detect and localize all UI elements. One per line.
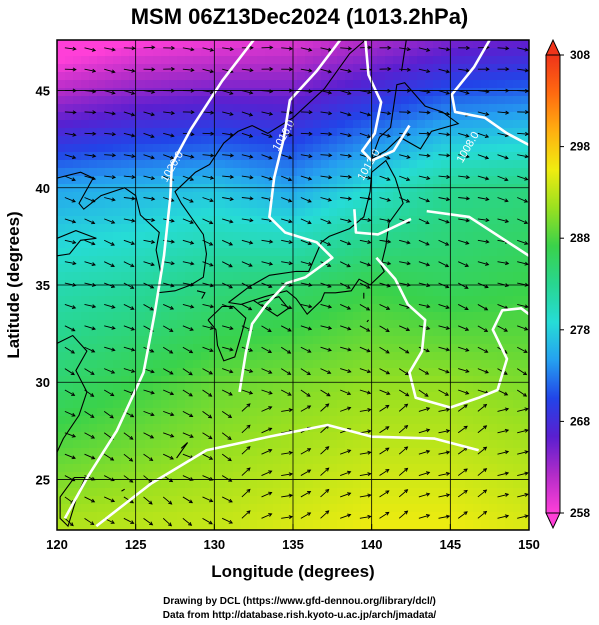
x-axis-label: Longitude (degrees) xyxy=(211,562,374,581)
colorbar-tick-label: 268 xyxy=(570,414,590,428)
wind-streamlines xyxy=(64,45,529,527)
x-tick-label: 140 xyxy=(361,537,383,552)
lat-lon-grid xyxy=(57,40,529,530)
y-tick-label: 40 xyxy=(36,181,50,196)
x-tick-label: 130 xyxy=(203,537,225,552)
colorbar-tick-label: 288 xyxy=(570,231,590,245)
axes: 120 125 130 135 140 145 150 25 30 35 40 45 Longitude… xyxy=(4,84,540,581)
y-tick-label: 30 xyxy=(36,375,50,390)
colorbar-tick-label: 298 xyxy=(570,140,590,154)
colorbar-max-arrow xyxy=(545,38,561,56)
colorbar-min-arrow xyxy=(545,512,561,530)
colorbar-tick-label: 278 xyxy=(570,323,590,337)
credit-drawing: Drawing by DCL (https://www.gfd-dennou.o… xyxy=(163,596,436,607)
y-tick-label: 35 xyxy=(36,278,50,293)
y-tick-label: 45 xyxy=(36,84,50,99)
x-tick-label: 120 xyxy=(46,537,68,552)
x-tick-label: 135 xyxy=(282,537,304,552)
colorbar-bar xyxy=(545,54,561,514)
colorbar-tick-label: 258 xyxy=(570,506,590,520)
y-tick-label: 25 xyxy=(36,472,50,487)
colorbar-tick-label: 308 xyxy=(570,48,590,62)
x-tick-label: 150 xyxy=(518,537,540,552)
y-axis-label: Latitude (degrees) xyxy=(4,211,23,358)
x-tick-label: 145 xyxy=(439,537,461,552)
chart-title: MSM 06Z13Dec2024 (1013.2hPa) xyxy=(130,4,469,29)
colorbar: 258 268 278 288 298 308 xyxy=(545,38,590,530)
credit-data: Data from http://database.rish.kyoto-u.a… xyxy=(162,610,437,621)
x-tick-label: 125 xyxy=(125,537,147,552)
